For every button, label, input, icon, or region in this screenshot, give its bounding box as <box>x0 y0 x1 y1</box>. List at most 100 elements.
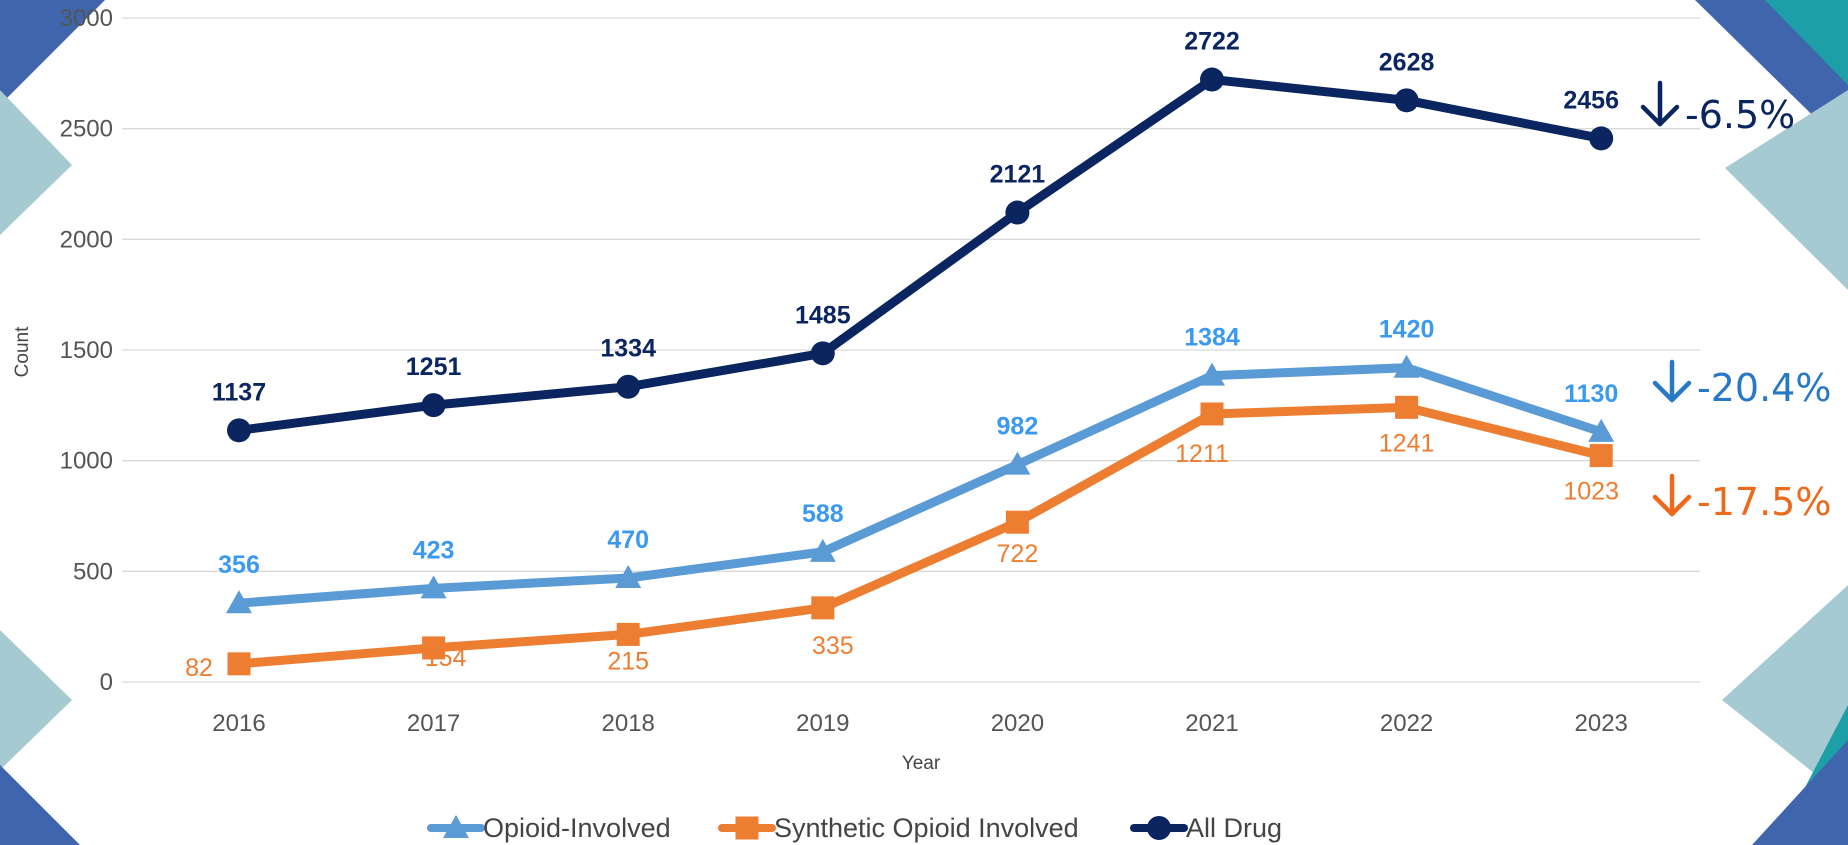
all-drug-data-label: 2722 <box>1184 28 1240 56</box>
opioid-point <box>420 575 447 599</box>
synthetic-point <box>1395 395 1419 419</box>
x-tick-label: 2019 <box>796 710 849 737</box>
all-drug-data-label: 2121 <box>990 161 1046 189</box>
synthetic-data-label: 215 <box>607 647 649 675</box>
legend-label: Opioid-Involved <box>483 813 671 843</box>
legend: Opioid-Involved Synthetic Opioid Involved… <box>427 813 1282 843</box>
synthetic-data-label: 154 <box>425 644 467 672</box>
series-lines <box>226 67 1615 676</box>
opioid-point <box>809 538 836 562</box>
corner-decoration-3 <box>0 765 80 845</box>
legend-swatch-marker <box>735 816 759 840</box>
synthetic-data-label: 722 <box>997 540 1039 568</box>
legend-swatch-marker <box>1147 816 1171 840</box>
synthetic-point <box>616 622 640 646</box>
synthetic-point <box>1589 444 1613 468</box>
all-drug-data-label: 2628 <box>1379 48 1435 76</box>
synthetic-point <box>811 596 835 620</box>
down-arrow-icon <box>1652 473 1692 517</box>
legend-label: All Drug <box>1186 813 1282 843</box>
all-drug-point <box>421 393 446 418</box>
opioid-point <box>1004 451 1031 475</box>
all-drug-point <box>1005 200 1030 225</box>
all-drug-data-label: 2456 <box>1563 86 1619 114</box>
x-tick-label: 2022 <box>1380 710 1433 737</box>
arrow-head <box>1652 494 1692 517</box>
opioid-data-label: 356 <box>218 551 260 579</box>
y-tick-label: 3000 <box>60 5 113 32</box>
synthetic-point <box>1005 510 1029 534</box>
all-drug-point <box>1589 126 1614 151</box>
all-drug-data-label: 1137 <box>212 378 266 406</box>
corner-decoration-7 <box>1722 585 1848 800</box>
all-drug-point <box>227 418 251 443</box>
y-tick-label: 500 <box>73 558 113 585</box>
legend-item-opioid: Opioid-Involved <box>427 813 671 843</box>
y-axis-title: Count <box>12 326 33 377</box>
corner-decoration-2 <box>0 630 72 770</box>
all-drug-data-label: 1251 <box>406 353 462 381</box>
x-axis-title: Year <box>902 753 941 774</box>
opioid-data-label: 588 <box>802 500 844 528</box>
corner-decoration-0 <box>0 0 105 105</box>
opioid-point <box>1588 418 1615 442</box>
arrow-head <box>1652 380 1692 403</box>
synthetic-data-label: 1211 <box>1175 440 1229 468</box>
synthetic-point <box>1200 402 1224 426</box>
opioid-point <box>226 590 252 614</box>
opioid-point <box>1199 362 1225 386</box>
x-tick-label: 2016 <box>212 710 265 737</box>
corner-decoration-5 <box>1765 0 1848 85</box>
y-tick-label: 2000 <box>60 226 113 253</box>
y-tick-label: 0 <box>100 669 113 696</box>
down-arrow-icon <box>1652 359 1692 403</box>
change-annotations: -6.5% -20.4% -17.5% <box>1640 80 1831 524</box>
opioid-point <box>1393 354 1420 378</box>
legend-label: Synthetic Opioid Involved <box>774 813 1079 843</box>
legend-item-synthetic: Synthetic Opioid Involved <box>718 813 1079 843</box>
arrow-head <box>1640 104 1680 127</box>
synthetic-line <box>234 402 1606 669</box>
opioid-data-label: 423 <box>413 536 455 564</box>
y-tick-label: 2500 <box>60 116 113 143</box>
opioid-data-label: 470 <box>607 526 649 554</box>
legend-item-all-drug: All Drug <box>1130 813 1282 843</box>
legend-swatch-marker <box>443 815 469 838</box>
synthetic-data-label: 82 <box>185 654 213 682</box>
all-drug-point <box>616 374 641 399</box>
gridlines <box>122 17 1700 683</box>
all-drug-change-label: -6.5% <box>1685 93 1795 137</box>
corner-decoration-9 <box>1752 740 1848 845</box>
x-tick-label: 2020 <box>991 710 1044 737</box>
data-labels: 356 423 470 588 982 1384 1420 1130 82 154 215 335 72… <box>185 28 1619 682</box>
all-drug-point <box>810 341 835 366</box>
synthetic-data-label: 1241 <box>1379 429 1435 457</box>
synthetic-data-label: 1023 <box>1563 478 1619 506</box>
opioid-data-label: 1420 <box>1379 316 1435 344</box>
x-axis-ticks: 2016 2017 2018 2019 2020 2021 2022 2023 <box>212 710 1628 737</box>
opioid-line <box>234 363 1606 608</box>
all-drug-point <box>1200 67 1224 92</box>
corner-decoration-1 <box>0 90 72 235</box>
all-drug-line <box>234 75 1606 435</box>
synthetic-change-label: -17.5% <box>1697 480 1831 524</box>
opioid-data-label: 982 <box>997 413 1039 441</box>
synthetic-data-label: 335 <box>812 632 854 660</box>
opioid-point <box>615 564 642 588</box>
corner-decoration-6 <box>1725 90 1848 290</box>
opioid-data-label: 1384 <box>1184 324 1240 352</box>
x-tick-label: 2018 <box>602 710 655 737</box>
synthetic-point <box>227 652 251 676</box>
y-axis-ticks: 0 500 1000 1500 2000 2500 3000 <box>60 5 113 696</box>
x-tick-label: 2023 <box>1575 710 1628 737</box>
y-tick-label: 1000 <box>60 448 113 475</box>
y-tick-label: 1500 <box>60 337 113 364</box>
opioid-change-label: -20.4% <box>1697 366 1831 410</box>
x-tick-label: 2021 <box>1185 710 1238 737</box>
synthetic-point <box>422 636 446 660</box>
opioid-data-label: 1130 <box>1564 380 1618 408</box>
all-drug-data-label: 1334 <box>600 335 656 363</box>
